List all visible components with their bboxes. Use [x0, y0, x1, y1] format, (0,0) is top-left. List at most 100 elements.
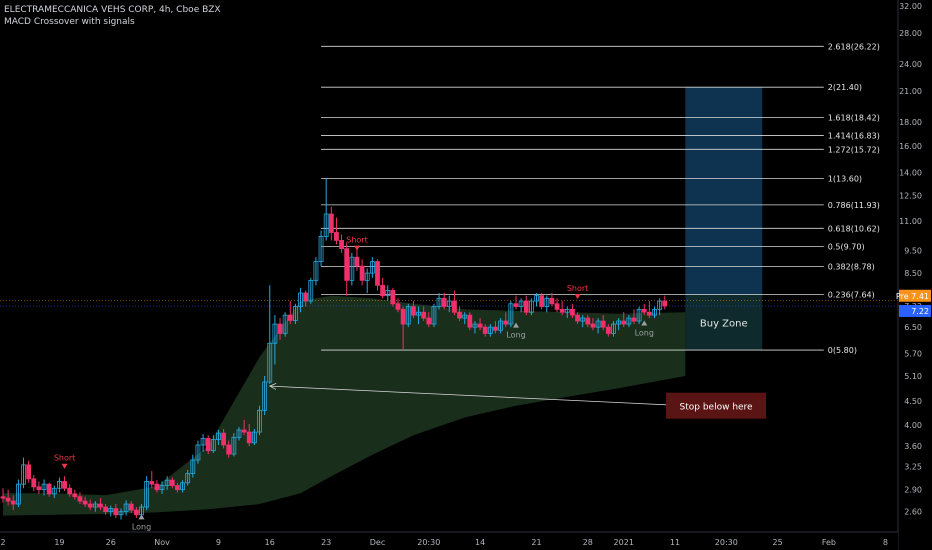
fib-level-label: 2.618(26.22) [828, 42, 880, 51]
time-tick-label: 8 [883, 538, 888, 547]
candle-body [128, 503, 134, 511]
time-tick-label: 28 [583, 538, 593, 547]
candle-body [82, 500, 88, 505]
candle-body [226, 444, 232, 455]
price-tick-label: 3.25 [904, 463, 922, 472]
price-tag-box [899, 304, 931, 317]
time-tick-label: 21 [531, 538, 541, 547]
candle-body [364, 272, 370, 281]
candle-body [611, 323, 616, 334]
fibonacci-levels[interactable]: 2.618(26.22) 2(21.40) 1.618(18.42) 1.414(16… [0, 42, 898, 355]
price-tags: Pre 7.41 7.22 [896, 289, 931, 317]
buy-zone-label: Buy Zone [700, 318, 748, 329]
price-tick-label: 2.90 [904, 486, 922, 495]
candle-body [477, 323, 483, 328]
fib-level-label: 0.786(11.93) [828, 201, 880, 210]
long-signal-label: Long [506, 331, 525, 340]
candle-body [375, 261, 380, 286]
time-tick-label: Feb [822, 538, 836, 547]
candle-body [272, 323, 278, 344]
buy-zone-box [685, 294, 763, 351]
fib-level-label: 0.618(10.62) [828, 224, 880, 233]
candle-body [390, 290, 396, 305]
candle-body [554, 303, 560, 310]
candle-body [595, 320, 601, 328]
price-tick-label: 5.10 [904, 372, 922, 381]
candle-body [426, 317, 432, 325]
candle-body [641, 308, 647, 313]
candle-body [626, 317, 632, 325]
fib-level-label: 1(13.60) [828, 174, 862, 183]
stop-label-box [666, 392, 767, 419]
candle-body [431, 306, 437, 325]
annotations-layer: Stop below here [268, 382, 767, 419]
time-tick-label: 26 [106, 538, 116, 547]
candle-body [5, 497, 11, 502]
candle-body [164, 479, 170, 486]
candle-body [328, 213, 334, 233]
price-tick-label: 14.00 [899, 169, 922, 178]
candle-body [98, 503, 103, 508]
price-tick-label: 12.50 [899, 191, 922, 200]
candle-body [262, 381, 268, 411]
candle-body [159, 485, 165, 491]
stop-label-text: Stop below here [680, 403, 754, 413]
candle-body [67, 487, 73, 495]
candle-body [108, 508, 114, 513]
fib-level-label: 0.236(7.64) [828, 291, 875, 300]
candle-body [195, 444, 201, 461]
time-tick-label: 9 [216, 538, 221, 547]
candle-body [241, 429, 247, 433]
candle-body [62, 481, 67, 489]
cloud-layer [3, 295, 686, 516]
candle-body [446, 300, 452, 307]
candle-body [200, 438, 206, 446]
candle-body [395, 303, 401, 310]
candlesticks [0, 178, 668, 520]
short-signal-marker [61, 463, 68, 469]
time-tick-label: 23 [321, 538, 331, 547]
candle-body [575, 314, 580, 322]
candle-body [564, 308, 570, 313]
time-axis[interactable]: 2 19 26 Nov 9 16 23 Dec 20:30 14 21 28 2021 11 20:30 25… [0, 531, 898, 550]
candle-body [570, 308, 575, 316]
short-signal-marker [353, 245, 360, 251]
price-axis[interactable]: 2.60 2.90 3.25 3.60 4.00 4.50 5.10 5.70 6.50 7.22… [897, 0, 932, 550]
price-tick-label: 11.00 [899, 217, 922, 226]
long-signal-marker [513, 322, 519, 328]
time-tick-label: 20:30 [715, 538, 738, 547]
price-tick-label: 3.60 [904, 442, 922, 451]
stop-arrow-head [268, 382, 277, 390]
candle-body [518, 300, 524, 307]
time-tick-label: 2021 [614, 538, 634, 547]
candle-body [190, 459, 196, 475]
candle-body [400, 308, 406, 325]
fib-level-label: 1.272(15.72) [828, 145, 880, 154]
fib-level-label: 1.414(16.83) [828, 132, 880, 141]
price-tick-label: 16.00 [899, 142, 922, 151]
time-tick-label: 14 [475, 538, 485, 547]
candle-body [616, 320, 621, 325]
candle-body [144, 481, 150, 508]
candle-body [523, 300, 529, 313]
candle-body [369, 261, 375, 274]
candle-body [92, 503, 98, 508]
long-signal-label: Long [635, 329, 654, 338]
time-tick-label: 2 [0, 538, 5, 547]
price-tick-label: 21.00 [899, 87, 922, 96]
candle-body [87, 503, 93, 508]
candle-body [133, 509, 139, 516]
candle-body [246, 431, 252, 444]
time-tick-label: 11 [670, 538, 680, 547]
price-tick-label: 5.70 [904, 350, 922, 359]
candle-body [287, 314, 293, 321]
price-tag-label: Pre 7.41 [896, 292, 929, 301]
short-signal-label: Short [346, 236, 367, 245]
candle-body [231, 436, 237, 455]
candle-body [344, 248, 350, 281]
candle-body [421, 311, 427, 319]
long-signal-label: Long [132, 522, 151, 531]
stop-arrow-line [269, 385, 686, 407]
